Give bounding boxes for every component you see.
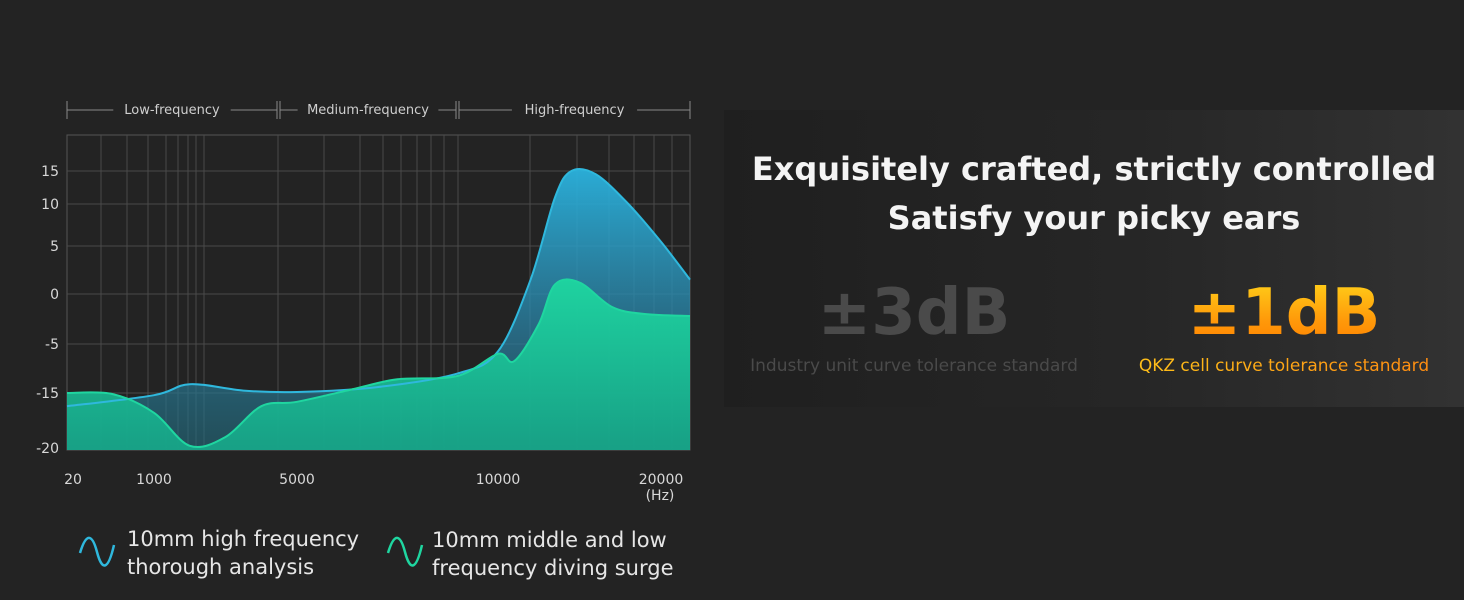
x-axis-tick-labels: 20 1000 5000 10000 20000	[64, 472, 683, 488]
legend: 10mm high frequency thorough analysis 10…	[78, 527, 674, 580]
wave-icon	[386, 536, 424, 567]
qkz-tolerance-label: QKZ cell curve tolerance standard	[1124, 356, 1444, 376]
headline-line2: Satisfy your picky ears	[887, 199, 1301, 237]
y-tick-label: -15	[36, 386, 59, 402]
headline-line1: Exquisitely crafted, strictly controlled	[751, 150, 1437, 188]
series-line-middle-low-frequency	[66, 278, 691, 449]
band-label: Low-frequency	[124, 103, 220, 118]
y-tick-label: 15	[41, 164, 59, 180]
frequency-band-header: Low-frequency Medium-frequency High-freque…	[66, 101, 691, 119]
y-tick-label: -20	[36, 441, 59, 457]
x-axis-unit-label: (Hz)	[646, 488, 675, 504]
industry-tolerance-label: Industry unit curve tolerance standard	[750, 356, 1078, 376]
x-tick-label: 1000	[136, 472, 172, 488]
tolerance-panel: Exquisitely crafted, strictly controlled…	[724, 110, 1464, 407]
legend-high-line2: thorough analysis	[127, 555, 314, 579]
y-tick-label: -5	[45, 337, 59, 353]
band-label: Medium-frequency	[307, 103, 429, 118]
y-tick-label: 10	[41, 197, 59, 213]
qkz-tolerance-value: ±1dB	[1144, 278, 1424, 348]
series-line-high-frequency	[66, 167, 691, 408]
legend-mid-line2: frequency diving surge	[432, 556, 674, 580]
legend-mid-line1: 10mm middle and low	[432, 528, 667, 552]
y-axis-tick-labels: 15 10 5 0 -5 -15 -20	[36, 164, 59, 457]
series-area-middle-low-frequency	[67, 279, 690, 450]
frequency-response-chart: Low-frequency Medium-frequency High-freque…	[36, 101, 691, 580]
x-tick-label: 10000	[476, 472, 521, 488]
industry-tolerance-value: ±3dB	[817, 276, 1011, 350]
wave-icon	[78, 536, 116, 567]
x-tick-label: 20	[64, 472, 82, 488]
y-tick-label: 0	[50, 287, 59, 303]
y-tick-label: 5	[50, 239, 59, 255]
legend-high-line1: 10mm high frequency	[127, 527, 359, 551]
band-label: High-frequency	[525, 103, 625, 118]
x-tick-label: 20000	[639, 472, 684, 488]
x-tick-label: 5000	[279, 472, 315, 488]
